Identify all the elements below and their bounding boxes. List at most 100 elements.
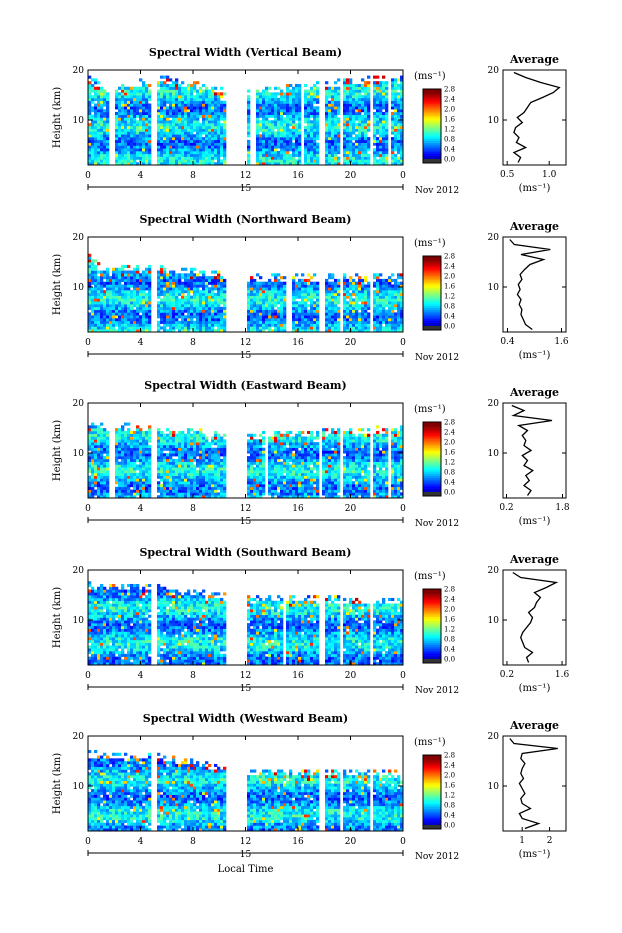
heatmap-cell <box>142 476 145 479</box>
heatmap-cell <box>100 473 103 476</box>
heatmap-cell <box>163 143 166 146</box>
heatmap-cell <box>286 104 289 107</box>
heatmap-cell <box>361 78 364 81</box>
heatmap-cell <box>91 84 94 87</box>
heatmap-cell <box>178 310 181 313</box>
heatmap-cell <box>298 324 301 327</box>
heatmap-cell <box>208 324 211 327</box>
heatmap-cell <box>310 324 313 327</box>
heatmap-cell <box>292 276 295 279</box>
heatmap-cell <box>124 140 127 143</box>
heatmap-cell <box>184 301 187 304</box>
heatmap-cell <box>379 137 382 140</box>
heatmap-cell <box>127 484 130 487</box>
heatmap-cell <box>124 481 127 484</box>
heatmap-cell <box>100 140 103 143</box>
heatmap-cell <box>349 131 352 134</box>
heatmap-cell <box>280 115 283 118</box>
heatmap-cell <box>301 321 304 324</box>
heatmap-cell <box>262 287 265 290</box>
heatmap-cell <box>283 324 286 327</box>
heatmap-cell <box>394 78 397 81</box>
heatmap-cell <box>136 464 139 467</box>
heatmap-cell <box>205 310 208 313</box>
heatmap-cell <box>136 484 139 487</box>
heatmap-cell <box>325 159 328 162</box>
heatmap-cell <box>376 109 379 112</box>
heatmap-cell <box>220 293 223 296</box>
heatmap-cell <box>160 81 163 84</box>
heatmap-cell <box>379 95 382 98</box>
heatmap-cell <box>301 298 304 301</box>
heatmap-cell <box>193 148 196 151</box>
heatmap-cell <box>304 154 307 157</box>
heatmap-cell <box>304 129 307 132</box>
heatmap-cell <box>160 126 163 129</box>
heatmap-cell <box>118 434 121 437</box>
heatmap-cell <box>199 137 202 140</box>
heatmap-cell <box>259 151 262 154</box>
heatmap-cell <box>298 134 301 137</box>
heatmap-cell <box>313 140 316 143</box>
heatmap-cell <box>394 279 397 282</box>
heatmap-cell <box>145 148 148 151</box>
heatmap-cell <box>163 459 166 462</box>
heatmap-cell <box>148 481 151 484</box>
heatmap-cell <box>136 492 139 495</box>
heatmap-cell <box>94 451 97 454</box>
heatmap-cell <box>133 481 136 484</box>
heatmap-cell <box>316 98 319 101</box>
heatmap-cell <box>127 282 130 285</box>
heatmap-cell <box>385 126 388 129</box>
heatmap-cell <box>268 95 271 98</box>
heatmap-cell <box>247 143 250 146</box>
heatmap-cell <box>118 462 121 465</box>
heatmap-cell <box>106 470 109 473</box>
heatmap-cell <box>136 126 139 129</box>
heatmap-cell <box>133 87 136 90</box>
heatmap-cell <box>301 310 304 313</box>
heatmap-cell <box>307 285 310 288</box>
heatmap-cell <box>304 115 307 118</box>
heatmap-cell <box>310 92 313 95</box>
heatmap-cell <box>133 112 136 115</box>
heatmap-cell <box>247 131 250 134</box>
heatmap-cell <box>277 151 280 154</box>
heatmap-cell <box>133 312 136 315</box>
heatmap-cell <box>247 324 250 327</box>
heatmap-cell <box>397 104 400 107</box>
heatmap-cell <box>196 151 199 154</box>
colorbar-band <box>423 104 441 106</box>
heatmap-cell <box>106 98 109 101</box>
heatmap-cell <box>157 456 160 459</box>
heatmap-cell <box>91 159 94 162</box>
heatmap-cell <box>148 296 151 299</box>
heatmap-cell <box>208 159 211 162</box>
heatmap-cell <box>94 445 97 448</box>
heatmap-cell <box>100 318 103 321</box>
heatmap-cell <box>328 312 331 315</box>
heatmap-cell <box>160 145 163 148</box>
heatmap-cell <box>190 315 193 318</box>
heatmap-cell <box>271 301 274 304</box>
heatmap-cell <box>349 101 352 104</box>
heatmap-cell <box>160 476 163 479</box>
heatmap-cell <box>172 90 175 93</box>
heatmap-cell <box>295 118 298 121</box>
heatmap-cell <box>169 137 172 140</box>
colorbar-band <box>423 319 441 321</box>
heatmap-cell <box>217 296 220 299</box>
heatmap-cell <box>130 151 133 154</box>
heatmap-cell <box>256 154 259 157</box>
heatmap-cell <box>175 131 178 134</box>
heatmap-cell <box>163 131 166 134</box>
heatmap-cell <box>391 115 394 118</box>
heatmap-cell <box>256 143 259 146</box>
heatmap-cell <box>316 101 319 104</box>
heatmap-cell <box>268 154 271 157</box>
heatmap-cell <box>163 304 166 307</box>
heatmap-cell <box>328 315 331 318</box>
heatmap-cell <box>166 481 169 484</box>
heatmap-cell <box>385 321 388 324</box>
heatmap-cell <box>214 151 217 154</box>
